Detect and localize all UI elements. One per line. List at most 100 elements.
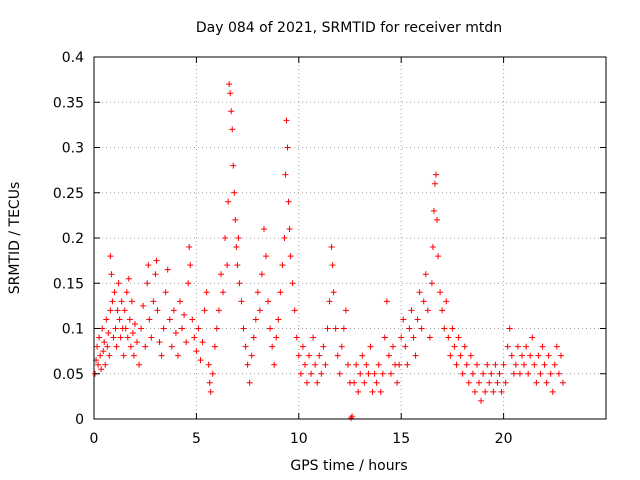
data-point: [500, 361, 507, 368]
data-point: [465, 379, 472, 386]
data-point: [128, 298, 135, 305]
data-point: [424, 307, 431, 314]
data-point: [527, 352, 534, 359]
data-point: [484, 361, 491, 368]
data-point: [138, 325, 145, 332]
chart-title: Day 084 of 2021, SRMTID for receiver mtd…: [196, 20, 502, 36]
data-point: [145, 262, 152, 269]
data-point: [396, 361, 403, 368]
data-point: [318, 370, 325, 377]
data-point: [402, 343, 409, 350]
data-point: [371, 370, 378, 377]
data-point: [361, 379, 368, 386]
data-point: [336, 370, 343, 377]
data-point: [510, 370, 517, 377]
data-point: [111, 289, 118, 296]
data-point: [429, 244, 436, 251]
data-point: [242, 343, 249, 350]
data-point: [98, 366, 105, 373]
data-point: [244, 361, 251, 368]
y-tick-label: 0.2: [62, 231, 84, 247]
data-point: [390, 343, 397, 350]
data-point: [324, 325, 331, 332]
data-point: [486, 379, 493, 386]
data-point: [320, 343, 327, 350]
data-point: [209, 370, 216, 377]
data-point: [422, 271, 429, 278]
data-point: [420, 298, 427, 305]
data-point: [494, 379, 501, 386]
y-axis-label: SRMTID / TECUs: [7, 182, 23, 295]
data-point: [174, 352, 181, 359]
data-point: [193, 348, 200, 355]
data-point: [154, 307, 161, 314]
data-point: [121, 307, 128, 314]
data-point: [555, 370, 562, 377]
data-point: [473, 361, 480, 368]
data-point: [543, 379, 550, 386]
x-tick-label: 20: [495, 431, 513, 447]
data-point: [236, 280, 243, 287]
data-point: [408, 307, 415, 314]
data-point: [227, 90, 234, 97]
data-point: [523, 343, 530, 350]
data-point: [447, 352, 454, 359]
data-point: [279, 262, 286, 269]
data-point: [222, 235, 229, 241]
data-point: [113, 343, 120, 350]
data-point: [240, 325, 247, 332]
data-point: [187, 262, 194, 269]
data-point: [126, 316, 133, 323]
data-point: [330, 289, 337, 296]
data-point: [246, 379, 253, 386]
data-point: [490, 388, 497, 395]
data-point: [445, 334, 452, 341]
data-point: [225, 198, 232, 205]
data-point: [467, 352, 474, 359]
data-point: [453, 361, 460, 368]
data-point: [95, 361, 102, 368]
data-point: [195, 325, 202, 332]
data-point: [353, 361, 360, 368]
data-point: [437, 289, 444, 296]
data-point: [284, 144, 291, 151]
data-point: [469, 370, 476, 377]
data-point: [217, 271, 224, 278]
data-point: [172, 330, 179, 337]
data-point: [355, 388, 362, 395]
data-point: [531, 361, 538, 368]
data-point: [263, 253, 270, 260]
data-point: [299, 343, 306, 350]
data-point: [381, 334, 388, 341]
data-point: [455, 334, 462, 341]
y-tick-label: 0.3: [62, 141, 84, 157]
data-point: [287, 253, 294, 260]
data-point: [508, 352, 515, 359]
data-point: [117, 334, 124, 341]
data-point: [205, 361, 212, 368]
data-point: [549, 388, 556, 395]
data-point: [260, 225, 267, 232]
data-point: [412, 352, 419, 359]
data-point: [328, 244, 335, 251]
data-point: [369, 388, 376, 395]
data-point: [265, 298, 272, 305]
data-point: [102, 361, 109, 368]
y-tick-label: 0.1: [62, 322, 84, 338]
data-point: [142, 343, 149, 350]
data-point: [256, 307, 263, 314]
data-point: [377, 388, 384, 395]
data-point: [96, 334, 103, 341]
data-point: [488, 370, 495, 377]
data-point: [441, 325, 448, 332]
data-point: [281, 235, 288, 241]
data-point: [428, 280, 435, 287]
data-point: [322, 361, 329, 368]
data-point: [229, 126, 236, 133]
data-point: [107, 253, 114, 260]
data-point: [100, 348, 107, 355]
data-point: [203, 289, 210, 296]
data-point: [162, 289, 169, 296]
data-point: [529, 334, 536, 341]
